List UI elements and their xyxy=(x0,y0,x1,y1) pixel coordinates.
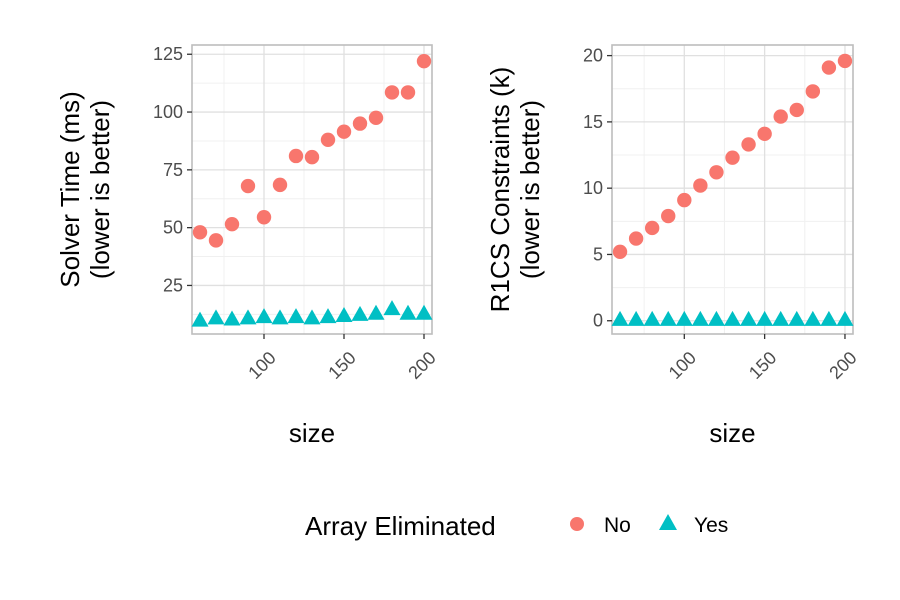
data-point-yes xyxy=(627,310,645,326)
chart-panel-solver-time: 25 50 75 100 125 100 150 200 size Solver Time (ms… xyxy=(55,44,440,448)
data-point-yes xyxy=(319,308,337,324)
data-point-no xyxy=(677,192,692,208)
y-tick-label: 100 xyxy=(153,102,183,122)
data-point-no xyxy=(821,60,837,75)
data-point-no xyxy=(400,85,416,100)
legend-marker-no xyxy=(570,517,584,531)
y-tick-label: 5 xyxy=(593,244,603,264)
data-point-yes xyxy=(643,310,661,326)
x-axis-title: size xyxy=(709,418,755,448)
y-tick-label: 50 xyxy=(163,218,183,238)
data-point-no xyxy=(805,84,821,99)
data-point-no xyxy=(628,231,644,246)
x-tick-label: 150 xyxy=(745,348,780,383)
x-tick-label: 150 xyxy=(324,348,359,383)
y-axis-title-line-2: (lower is better) xyxy=(85,100,115,279)
data-point-no xyxy=(224,216,240,232)
data-point-no xyxy=(352,116,368,131)
data-point-yes xyxy=(239,309,257,325)
y-tick-label: 125 xyxy=(153,44,183,64)
data-point-no xyxy=(288,148,304,164)
data-point-no xyxy=(725,150,740,165)
data-point-yes xyxy=(724,310,741,326)
legend: Array Eliminated No Yes xyxy=(305,511,728,541)
data-point-yes xyxy=(191,311,209,327)
data-point-yes xyxy=(383,300,401,316)
data-point-yes xyxy=(659,310,677,326)
data-point-no xyxy=(644,220,660,236)
data-point-yes xyxy=(707,310,725,326)
x-tick-label: 100 xyxy=(244,348,279,383)
data-point-no xyxy=(320,132,336,147)
data-point-yes xyxy=(303,309,321,325)
y-tick-label: 20 xyxy=(583,46,603,66)
data-point-yes xyxy=(415,304,433,320)
legend-marker-yes xyxy=(659,514,677,530)
data-point-no xyxy=(192,225,208,240)
data-point-yes xyxy=(255,308,273,324)
x-tick-label: 200 xyxy=(825,348,860,383)
data-point-yes xyxy=(287,308,305,324)
y-tick-label: 0 xyxy=(593,311,603,331)
data-point-no xyxy=(416,53,432,69)
data-point-yes xyxy=(351,305,369,321)
data-point-yes xyxy=(788,310,806,326)
panel-border xyxy=(191,44,433,335)
data-point-no xyxy=(368,110,384,126)
data-point-yes xyxy=(271,309,289,325)
data-point-yes xyxy=(335,307,353,323)
y-axis-title-line-2: (lower is better) xyxy=(515,100,545,279)
legend-label-yes: Yes xyxy=(694,514,728,537)
data-point-no xyxy=(256,210,272,225)
x-tick-label: 100 xyxy=(665,348,700,383)
data-point-no xyxy=(789,102,804,118)
y-tick-label: 10 xyxy=(583,178,603,198)
data-point-no xyxy=(336,124,352,139)
chart-panel-r1cs-constraints: 0 5 10 15 20 100 150 200 size R1CS Constraints (k… xyxy=(485,44,861,448)
data-point-no xyxy=(837,53,853,69)
data-point-yes xyxy=(836,310,854,326)
data-point-yes xyxy=(367,304,385,320)
x-axis-title: size xyxy=(289,418,335,448)
data-point-no xyxy=(612,244,628,260)
data-point-yes xyxy=(820,310,838,326)
data-point-yes xyxy=(399,304,417,320)
data-point-no xyxy=(757,126,772,142)
y-tick-label: 75 xyxy=(163,160,183,180)
panel-border xyxy=(611,44,854,335)
data-point-yes xyxy=(691,310,709,326)
data-point-yes xyxy=(740,310,758,326)
data-point-no xyxy=(384,85,400,100)
y-axis-title-line-1: R1CS Constraints (k) xyxy=(485,67,515,313)
legend-title: Array Eliminated xyxy=(305,511,496,541)
data-point-yes xyxy=(772,310,790,326)
data-point-yes xyxy=(223,310,241,326)
y-axis-title-line-1: Solver Time (ms) xyxy=(55,91,85,287)
data-point-yes xyxy=(675,310,693,326)
data-point-no xyxy=(304,149,320,165)
x-tick-label: 200 xyxy=(404,348,439,383)
data-point-no xyxy=(741,137,756,152)
y-tick-label: 15 xyxy=(583,112,603,132)
data-point-no xyxy=(208,233,224,248)
data-point-no xyxy=(773,109,788,124)
data-point-yes xyxy=(207,309,225,325)
legend-label-no: No xyxy=(604,514,631,537)
y-tick-label: 25 xyxy=(163,275,183,295)
data-point-no xyxy=(693,178,708,193)
data-point-no xyxy=(709,165,724,180)
data-point-yes xyxy=(756,310,774,326)
data-point-yes xyxy=(611,310,629,326)
data-point-no xyxy=(240,178,256,194)
data-point-yes xyxy=(804,310,822,326)
data-point-no xyxy=(272,177,288,193)
data-point-no xyxy=(661,208,676,224)
